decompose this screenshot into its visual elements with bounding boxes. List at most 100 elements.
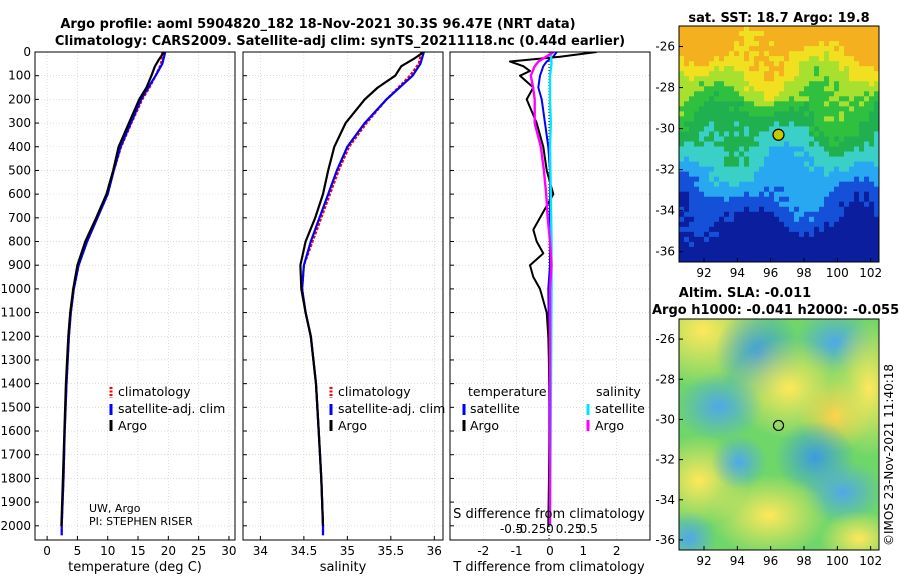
- sst-cell: [799, 101, 805, 107]
- sst-cell: [694, 41, 700, 47]
- sst-cell: [764, 176, 770, 183]
- sst-cell: [684, 236, 690, 243]
- sst-cell: [764, 196, 770, 203]
- sst-cell: [789, 56, 795, 62]
- sst-cell: [739, 221, 745, 228]
- salinity-lines: [299, 52, 425, 536]
- sst-cell: [754, 56, 760, 62]
- sst-cell: [739, 141, 745, 147]
- sst-cell: [814, 46, 820, 52]
- sst-cell: [834, 116, 840, 122]
- sst-cell: [709, 26, 715, 32]
- sst-cell: [684, 146, 690, 152]
- sst-cell: [679, 216, 685, 223]
- sst-cell: [744, 216, 750, 223]
- sst-cell: [724, 211, 730, 218]
- sst-cell: [694, 131, 700, 137]
- sst-cell: [839, 96, 845, 102]
- sst-cell: [774, 201, 780, 208]
- sst-cell: [724, 146, 730, 152]
- sst-cell: [794, 231, 800, 238]
- sst-cell: [859, 111, 865, 117]
- sst-cell: [704, 161, 710, 167]
- sst-cell: [834, 186, 840, 193]
- sst-cell: [774, 166, 780, 173]
- sst-cell: [809, 151, 815, 157]
- sst-cell: [784, 111, 790, 117]
- sst-cell: [814, 26, 820, 32]
- sst-cell: [749, 76, 755, 82]
- sst-cell: [739, 91, 745, 97]
- sst-cell: [794, 66, 800, 72]
- map-lon-label: 98: [796, 554, 811, 568]
- sst-cell: [874, 236, 879, 243]
- sst-cell: [739, 116, 745, 122]
- sst-cell: [804, 96, 810, 102]
- sst-cell: [869, 231, 875, 238]
- sst-cell: [804, 191, 810, 198]
- sst-cell: [814, 201, 820, 208]
- sst-cell: [774, 156, 780, 162]
- sst-cell: [699, 36, 705, 42]
- sst-cell: [719, 226, 725, 233]
- sst-cell: [714, 206, 720, 213]
- sst-cell: [709, 171, 715, 178]
- sst-cell: [764, 86, 770, 92]
- sst-cell: [869, 111, 875, 117]
- sst-cell: [679, 231, 685, 238]
- sst-cell: [729, 161, 735, 167]
- sst-cell: [699, 61, 705, 67]
- sst-cell: [784, 186, 790, 193]
- sst-cell: [754, 146, 760, 152]
- sst-cell: [704, 191, 710, 198]
- sst-cell: [769, 136, 775, 142]
- sst-cell: [734, 36, 740, 42]
- sst-cell: [864, 231, 870, 238]
- sst-cell: [784, 251, 790, 258]
- sst-cell: [709, 111, 715, 117]
- sst-cell: [859, 91, 865, 97]
- sst-cell: [869, 171, 875, 178]
- legend-label-s-satellite: satellite: [595, 401, 645, 416]
- sst-cell: [809, 251, 815, 258]
- sst-cell: [789, 111, 795, 117]
- sst-cell: [799, 96, 805, 102]
- sst-cell: [769, 191, 775, 198]
- sst-cell: [784, 171, 790, 178]
- sst-cell: [694, 136, 700, 142]
- sst-cell: [859, 221, 865, 228]
- sst-cell: [704, 116, 710, 122]
- sst-cell: [784, 76, 790, 82]
- sst-cell: [709, 41, 715, 47]
- sst-cell: [684, 201, 690, 208]
- sst-cell: [764, 96, 770, 102]
- x-tick-label: 0: [43, 544, 51, 558]
- sst-cell: [714, 151, 720, 157]
- sst-cell: [859, 136, 865, 142]
- sst-cell: [724, 241, 730, 248]
- sst-cell: [829, 136, 835, 142]
- sst-cell: [679, 241, 685, 248]
- map-lat-label: -26: [655, 40, 675, 54]
- sst-cell: [689, 211, 695, 218]
- title-line-1: Argo profile: aoml 5904820_182 18-Nov-20…: [60, 17, 575, 32]
- sst-cell: [864, 91, 870, 97]
- sst-cell: [829, 41, 835, 47]
- sst-cell: [679, 156, 685, 162]
- sst-cell: [854, 206, 860, 213]
- sst-cell: [704, 36, 710, 42]
- sst-cell: [874, 221, 879, 228]
- sst-cell: [829, 171, 835, 178]
- x-tick-label: 30: [221, 544, 236, 558]
- sst-cell: [804, 216, 810, 223]
- sst-cell: [839, 161, 845, 167]
- sst-cell: [874, 26, 879, 32]
- sst-cell: [809, 161, 815, 167]
- sst-cell: [739, 151, 745, 157]
- sst-cell: [799, 181, 805, 188]
- sst-cell: [814, 221, 820, 228]
- sst-cell: [714, 111, 720, 117]
- sst-cell: [874, 101, 879, 107]
- sst-cell: [724, 96, 730, 102]
- sst-cell: [869, 126, 875, 132]
